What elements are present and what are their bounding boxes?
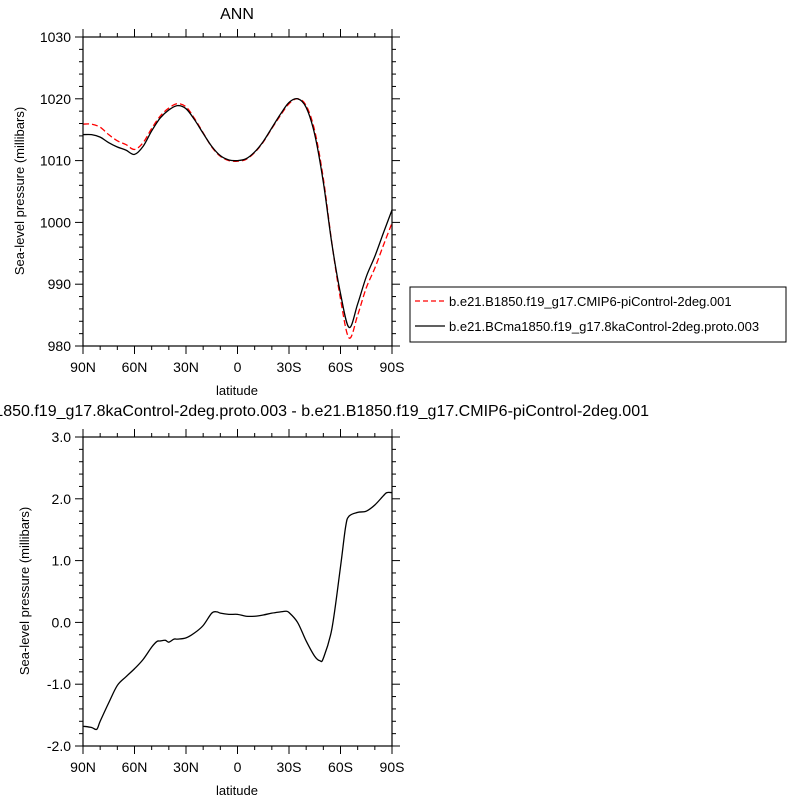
- top-series-line-dashed: [82, 98, 393, 339]
- top-chart-ylabel: Sea-level pressure (millibars): [12, 107, 27, 275]
- legend-label-piControl: b.e21.B1850.f19_g17.CMIP6-piControl-2deg…: [449, 294, 732, 309]
- top-chart-xlabel: latitude: [216, 383, 258, 398]
- y-tick-label: 980: [48, 338, 72, 354]
- x-tick-label: 90S: [380, 759, 405, 775]
- bottom-series-line: [82, 491, 393, 731]
- x-tick-label: 60N: [122, 359, 148, 375]
- x-tick-label: 0: [234, 759, 242, 775]
- y-tick-label: 3.0: [52, 429, 72, 445]
- legend-box: [409, 286, 787, 343]
- top-plot-frame: [82, 36, 393, 347]
- y-tick-label: 990: [48, 276, 72, 292]
- y-tick-label: 1030: [40, 29, 71, 45]
- legend: b.e21.B1850.f19_g17.CMIP6-piControl-2deg…: [409, 286, 787, 343]
- top-series-line: [82, 97, 393, 329]
- x-tick-label: 30S: [277, 359, 302, 375]
- x-tick-label: 60S: [328, 359, 353, 375]
- bottom-chart-ylabel: Sea-level pressure (millibars): [17, 507, 32, 675]
- legend-label-8kaControl: b.e21.BCma1850.f19_g17.8kaControl-2deg.p…: [449, 319, 759, 334]
- top-chart-title: ANN: [220, 6, 254, 23]
- x-tick-label: 90N: [70, 759, 96, 775]
- y-tick-label: 1020: [40, 91, 71, 107]
- bottom-plot-frame: [82, 436, 393, 747]
- y-tick-label: -1.0: [47, 676, 71, 692]
- x-tick-label: 90S: [380, 359, 405, 375]
- y-tick-label: 1010: [40, 153, 71, 169]
- y-tick-label: 1.0: [52, 553, 72, 569]
- x-tick-label: 90N: [70, 359, 96, 375]
- x-tick-label: 60S: [328, 759, 353, 775]
- bottom-chart-xlabel: latitude: [216, 783, 258, 798]
- y-tick-label: -2.0: [47, 738, 71, 754]
- y-tick-label: 0.0: [52, 614, 72, 630]
- y-tick-label: 2.0: [52, 491, 72, 507]
- bottom-chart-title: b.e21.BCma1850.f19_g17.8kaControl-2deg.p…: [0, 403, 649, 420]
- bottom-chart: 90N 60N 30N 0 30S 60S 90S -2.0 -1.0 0.0 1.0 2.0 3.0: [47, 429, 405, 775]
- top-chart: 90N 60N 30N 0 30S 60S 90S 980 990 1000 1010 1020 103…: [40, 29, 405, 375]
- x-tick-label: 0: [234, 359, 242, 375]
- x-tick-label: 30S: [277, 759, 302, 775]
- y-tick-label: 1000: [40, 214, 71, 230]
- x-tick-label: 30N: [173, 359, 199, 375]
- x-tick-label: 30N: [173, 759, 199, 775]
- x-tick-label: 60N: [122, 759, 148, 775]
